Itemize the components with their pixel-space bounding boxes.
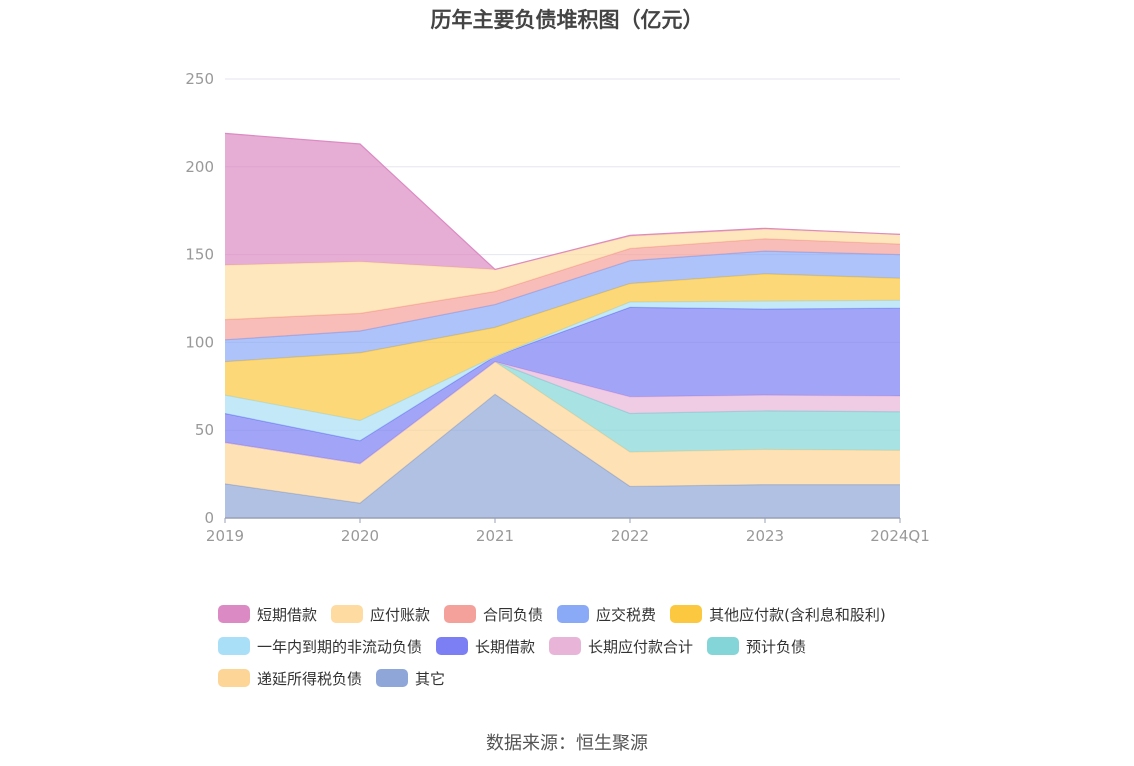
area-series-预计负债[interactable] [225, 361, 900, 464]
legend-swatch [444, 605, 477, 623]
area-series-长期应付款合计[interactable] [225, 361, 900, 464]
legend-label: 应交税费 [596, 605, 657, 624]
legend-swatch [218, 669, 250, 687]
legend-swatch [436, 637, 469, 655]
legend-swatch [376, 669, 409, 687]
y-tick-label: 100 [185, 333, 214, 351]
legend-label: 递延所得税负债 [257, 669, 363, 688]
legend-row: 短期借款 应付账款 合同负债 应交税费 其他应付款(含利息和股利) [218, 598, 938, 630]
chart-title: 历年主要负债堆积图（亿元） [430, 8, 704, 32]
legend-item[interactable]: 合同负债 [444, 604, 543, 625]
legend-label: 长期应付款合计 [588, 637, 694, 656]
legend-item[interactable]: 长期借款 [436, 636, 535, 657]
y-tick-label: 200 [185, 158, 214, 176]
x-tick-label: 2024Q1 [870, 527, 930, 545]
axes: 0 50 100 150 200 250 2019 2020 2021 2022 2023 2024Q… [185, 70, 929, 545]
legend-label: 其它 [415, 669, 446, 688]
area-edge-短期借款 [224, 132, 901, 271]
data-source-note: 数据来源：恒生聚源 [486, 733, 648, 754]
legend-item[interactable]: 长期应付款合计 [549, 636, 693, 657]
legend-item[interactable]: 递延所得税负债 [218, 668, 362, 689]
area-series-长期借款[interactable] [225, 307, 900, 464]
legend-label: 应付账款 [370, 605, 431, 624]
legend-item[interactable]: 其它 [376, 668, 445, 689]
area-series-一年内到期的非流动负债[interactable] [225, 300, 900, 441]
legend-label: 长期借款 [475, 637, 536, 656]
legend-item[interactable]: 一年内到期的非流动负债 [218, 636, 422, 657]
area-series-递延所得税负债[interactable] [225, 361, 900, 504]
legend-swatch [557, 605, 590, 623]
area-series-应付账款[interactable] [225, 229, 900, 320]
legend-item[interactable]: 其他应付款(含利息和股利) [670, 604, 886, 625]
y-tick-label: 0 [204, 509, 214, 527]
legend: 短期借款 应付账款 合同负债 应交税费 其他应付款(含利息和股利) 一年内到期的非流动负债… [218, 598, 938, 694]
legend-swatch [670, 605, 703, 623]
x-tick-label: 2020 [341, 527, 379, 545]
y-tick-label: 150 [185, 246, 214, 264]
legend-label: 其他应付款(含利息和股利) [709, 605, 886, 624]
legend-item[interactable]: 应付账款 [331, 604, 430, 625]
legend-swatch [549, 637, 582, 655]
y-tick-label: 250 [185, 70, 214, 88]
legend-swatch [218, 605, 250, 623]
legend-label: 一年内到期的非流动负债 [257, 637, 423, 656]
legend-swatch [707, 637, 740, 655]
legend-item[interactable]: 短期借款 [218, 604, 317, 625]
legend-label: 短期借款 [257, 605, 318, 624]
legend-item[interactable]: 预计负债 [707, 636, 806, 657]
x-tick-label: 2021 [476, 527, 514, 545]
area-series-其他应付款(含利息和股利)[interactable] [225, 273, 900, 421]
area-series-应交税费[interactable] [225, 251, 900, 362]
legend-item[interactable]: 应交税费 [557, 604, 656, 625]
legend-label: 预计负债 [746, 637, 807, 656]
area-series-其它[interactable] [225, 394, 900, 518]
area-series-短期借款[interactable] [225, 133, 900, 270]
x-tick-label: 2022 [611, 527, 649, 545]
legend-label: 合同负债 [483, 605, 544, 624]
x-tick-label: 2019 [206, 527, 244, 545]
x-tick-label: 2023 [746, 527, 784, 545]
y-tick-label: 50 [195, 421, 214, 439]
legend-row: 递延所得税负债 其它 [218, 662, 938, 694]
legend-row: 一年内到期的非流动负债 长期借款 长期应付款合计 预计负债 [218, 630, 938, 662]
legend-swatch [331, 605, 364, 623]
area-series-合同负债[interactable] [225, 238, 900, 340]
legend-swatch [218, 637, 250, 655]
area-series-group [224, 132, 901, 518]
